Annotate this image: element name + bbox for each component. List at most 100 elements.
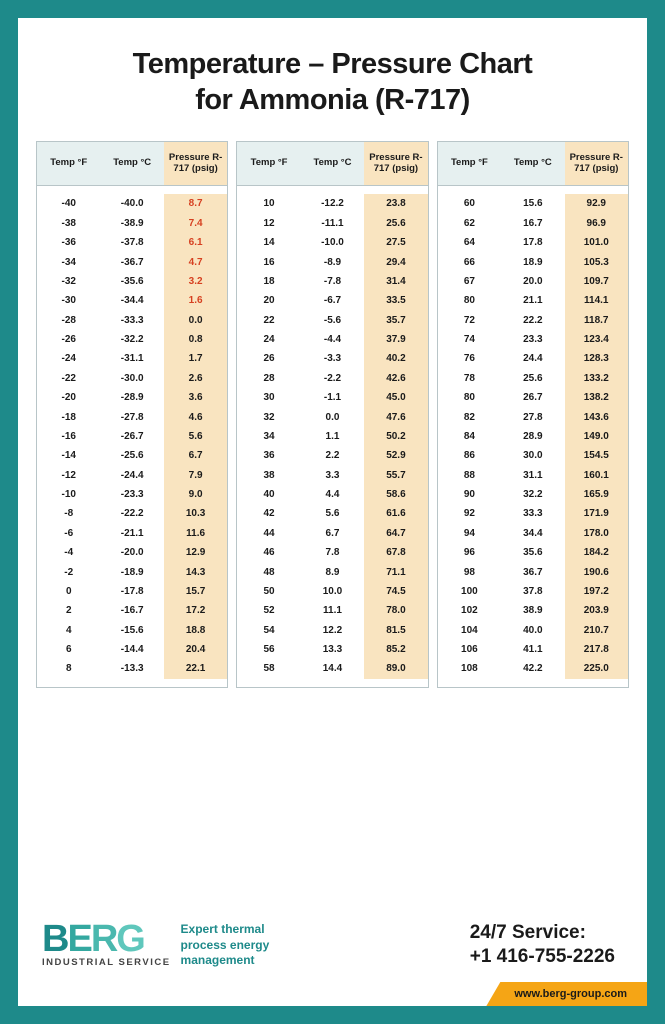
cell-temp-f: -28 xyxy=(37,311,100,330)
cell-temp-c: -38.9 xyxy=(100,214,163,233)
cell-temp-c: 1.1 xyxy=(301,427,364,446)
col-temp-f: Temp °F xyxy=(37,142,100,186)
cell-temp-f: 88 xyxy=(438,466,501,485)
table-row: 10842.2225.0 xyxy=(438,659,628,678)
cell-temp-c: -23.3 xyxy=(100,485,163,504)
cell-pressure: 92.9 xyxy=(565,194,628,213)
table-row: 383.355.7 xyxy=(237,466,427,485)
cell-temp-f: 14 xyxy=(237,233,300,252)
cell-pressure: 23.8 xyxy=(364,194,427,213)
cell-temp-f: 56 xyxy=(237,640,300,659)
cell-pressure: 12.9 xyxy=(164,543,227,562)
cell-temp-f: 12 xyxy=(237,214,300,233)
cell-pressure: 165.9 xyxy=(565,485,628,504)
cell-temp-c: -24.4 xyxy=(100,466,163,485)
cell-temp-c: 16.7 xyxy=(501,214,564,233)
cell-temp-c: 20.0 xyxy=(501,272,564,291)
cell-pressure: 11.6 xyxy=(164,524,227,543)
cell-pressure: 128.3 xyxy=(565,349,628,368)
cell-temp-f: 24 xyxy=(237,330,300,349)
col-pressure: Pressure R-717 (psig) xyxy=(565,142,628,186)
cell-pressure: 29.4 xyxy=(364,252,427,271)
cell-temp-c: 5.6 xyxy=(301,504,364,523)
table-row: 5613.385.2 xyxy=(237,640,427,659)
table-row: 18-7.831.4 xyxy=(237,272,427,291)
cell-pressure: 27.5 xyxy=(364,233,427,252)
cell-temp-f: 82 xyxy=(438,407,501,426)
cell-temp-c: -30.0 xyxy=(100,369,163,388)
table-row: 9836.7190.6 xyxy=(438,562,628,581)
cell-temp-c: 10.0 xyxy=(301,582,364,601)
cell-temp-f: 44 xyxy=(237,524,300,543)
cell-temp-c: 32.2 xyxy=(501,485,564,504)
cell-temp-f: 2 xyxy=(37,601,100,620)
cell-pressure: 55.7 xyxy=(364,466,427,485)
table-row: 6417.8101.0 xyxy=(438,233,628,252)
table-row: 8428.9149.0 xyxy=(438,427,628,446)
table-row: 5814.489.0 xyxy=(237,659,427,678)
table-row: 10440.0210.7 xyxy=(438,621,628,640)
cell-temp-c: -33.3 xyxy=(100,311,163,330)
table-row: 7825.6133.2 xyxy=(438,369,628,388)
logo-letter: R xyxy=(91,923,116,955)
cell-temp-f: 52 xyxy=(237,601,300,620)
logo-text: BERG xyxy=(42,923,144,955)
table-row: 8831.1160.1 xyxy=(438,466,628,485)
cell-pressure: 67.8 xyxy=(364,543,427,562)
cell-temp-c: 41.1 xyxy=(501,640,564,659)
table-row: 8227.8143.6 xyxy=(438,407,628,426)
table-row: -28-33.30.0 xyxy=(37,311,227,330)
cell-temp-c: -20.0 xyxy=(100,543,163,562)
page: Temperature – Pressure Chart for Ammonia… xyxy=(18,18,647,1006)
table-row: 5412.281.5 xyxy=(237,621,427,640)
table-row: -24-31.11.7 xyxy=(37,349,227,368)
cell-pressure: 171.9 xyxy=(565,504,628,523)
table-row: 341.150.2 xyxy=(237,427,427,446)
page-title: Temperature – Pressure Chart for Ammonia… xyxy=(36,46,629,119)
cell-temp-f: 10 xyxy=(237,194,300,213)
cell-pressure: 22.1 xyxy=(164,659,227,678)
cell-temp-f: -10 xyxy=(37,485,100,504)
cell-temp-f: -40 xyxy=(37,194,100,213)
cell-temp-f: 64 xyxy=(438,233,501,252)
cell-temp-f: 8 xyxy=(37,659,100,678)
table-row: 0-17.815.7 xyxy=(37,582,227,601)
cell-temp-f: 58 xyxy=(237,659,300,678)
cell-temp-f: -8 xyxy=(37,504,100,523)
cell-pressure: 42.6 xyxy=(364,369,427,388)
cell-pressure: 1.7 xyxy=(164,349,227,368)
table-row: 20-6.733.5 xyxy=(237,291,427,310)
cell-temp-f: 26 xyxy=(237,349,300,368)
cell-temp-f: 102 xyxy=(438,601,501,620)
cell-pressure: 109.7 xyxy=(565,272,628,291)
service-phone: +1 416-755-2226 xyxy=(470,945,615,970)
table-row: 488.971.1 xyxy=(237,562,427,581)
col-temp-c: Temp °C xyxy=(301,142,364,186)
cell-temp-c: 7.8 xyxy=(301,543,364,562)
table-row: 8-13.322.1 xyxy=(37,659,227,678)
cell-temp-c: -5.6 xyxy=(301,311,364,330)
table-row: 5010.074.5 xyxy=(237,582,427,601)
cell-pressure: 101.0 xyxy=(565,233,628,252)
cell-pressure: 78.0 xyxy=(364,601,427,620)
tagline: Expert thermal process energy management xyxy=(181,922,291,969)
table-row: -6-21.111.6 xyxy=(37,524,227,543)
table-row: 8026.7138.2 xyxy=(438,388,628,407)
cell-temp-c: -28.9 xyxy=(100,388,163,407)
cell-pressure: 105.3 xyxy=(565,252,628,271)
cell-temp-c: 3.3 xyxy=(301,466,364,485)
cell-temp-f: 74 xyxy=(438,330,501,349)
cell-temp-f: 78 xyxy=(438,369,501,388)
table-row: -18-27.84.6 xyxy=(37,407,227,426)
cell-temp-c: 28.9 xyxy=(501,427,564,446)
cell-temp-c: -32.2 xyxy=(100,330,163,349)
cell-temp-c: 42.2 xyxy=(501,659,564,678)
table-row: -2-18.914.3 xyxy=(37,562,227,581)
cell-pressure: 3.2 xyxy=(164,272,227,291)
cell-pressure: 210.7 xyxy=(565,621,628,640)
cell-pressure: 225.0 xyxy=(565,659,628,678)
table-row: 8021.1114.1 xyxy=(438,291,628,310)
cell-temp-f: 32 xyxy=(237,407,300,426)
cell-pressure: 203.9 xyxy=(565,601,628,620)
cell-temp-f: 100 xyxy=(438,582,501,601)
